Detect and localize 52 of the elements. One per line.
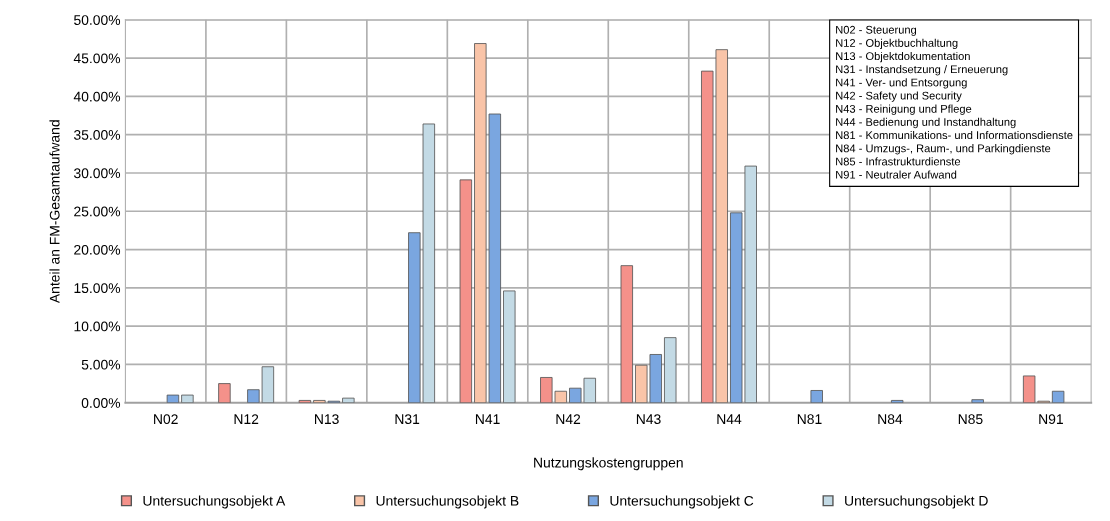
x-tick-label: N31 xyxy=(395,414,420,425)
annotation: N41 - Ver- und Entsorgung xyxy=(836,78,967,89)
legend-label: Untersuchungsobjekt A xyxy=(143,495,286,509)
annotation: N02 - Steuerung xyxy=(836,25,917,36)
bar xyxy=(664,337,677,403)
x-tick-label: N42 xyxy=(556,414,581,424)
y-tick-label: 5.00% xyxy=(81,359,121,370)
x-tick-label: N84 xyxy=(878,414,903,425)
bar xyxy=(503,290,516,403)
y-tick-label: 50.00% xyxy=(74,15,121,25)
bar xyxy=(971,399,984,403)
y-tick-label: 10.00% xyxy=(74,321,121,332)
y-tick-label: 40.00% xyxy=(73,91,121,102)
y-tick-label: 25.00% xyxy=(74,206,121,217)
x-tick-label: N13 xyxy=(315,414,339,425)
legend-label: Untersuchungsobjekt B xyxy=(376,495,519,509)
annotation: N42 - Safety und Security xyxy=(836,91,962,102)
y-tick-label: 0.00% xyxy=(81,398,121,408)
annotation: N43 - Reinigung und Pflege xyxy=(836,104,972,115)
legend-label: Untersuchungsobjekt C xyxy=(610,495,754,509)
y-tick-label: 35.00% xyxy=(74,130,121,140)
x-tick-label: N41 xyxy=(475,414,500,424)
annotation: N84 - Umzugs-, Raum-, und Parkingdienste xyxy=(836,144,1051,155)
bar xyxy=(181,394,194,403)
annotation: N81 - Kommunikations- und Informationsdienste xyxy=(836,130,1073,140)
x-axis-title: Nutzungskostengruppen xyxy=(534,457,683,471)
bar xyxy=(342,397,355,403)
annotation: N85 - Infrastrukturdienste xyxy=(836,157,961,166)
x-tick-label: N02 xyxy=(154,414,178,425)
annotation: N44 - Bedienung und Instandhaltung xyxy=(836,117,1016,129)
bar xyxy=(459,179,473,403)
y-tick-label: 15.00% xyxy=(74,283,121,294)
x-tick-label: N91 xyxy=(1039,414,1063,425)
y-tick-label: 30.00% xyxy=(74,168,121,179)
bar xyxy=(810,390,823,403)
x-tick-label: N44 xyxy=(717,414,742,424)
bar xyxy=(166,394,180,403)
legend-label: Untersuchungsobjekt D xyxy=(845,495,988,509)
bar xyxy=(1051,390,1065,403)
y-tick-label: 45.00% xyxy=(73,53,121,64)
annotation: N91 - Neutraler Aufwand xyxy=(836,170,957,179)
x-tick-label: N85 xyxy=(958,414,983,425)
x-tick-label: N12 xyxy=(234,414,259,424)
bar xyxy=(620,265,633,403)
y-tick-label: 20.00% xyxy=(74,244,121,255)
annotation: N13 - Objektdokumentation xyxy=(836,51,970,63)
bar xyxy=(218,383,231,403)
x-tick-label: N81 xyxy=(797,414,822,425)
annotation: N12 - Objektbuchhaltung xyxy=(836,38,958,50)
y-axis-title: Anteil an FM-Gesamtaufwand xyxy=(49,120,60,304)
annotation: N31 - Instandsetzung / Erneuerung xyxy=(836,65,1008,76)
x-tick-label: N43 xyxy=(636,414,661,425)
